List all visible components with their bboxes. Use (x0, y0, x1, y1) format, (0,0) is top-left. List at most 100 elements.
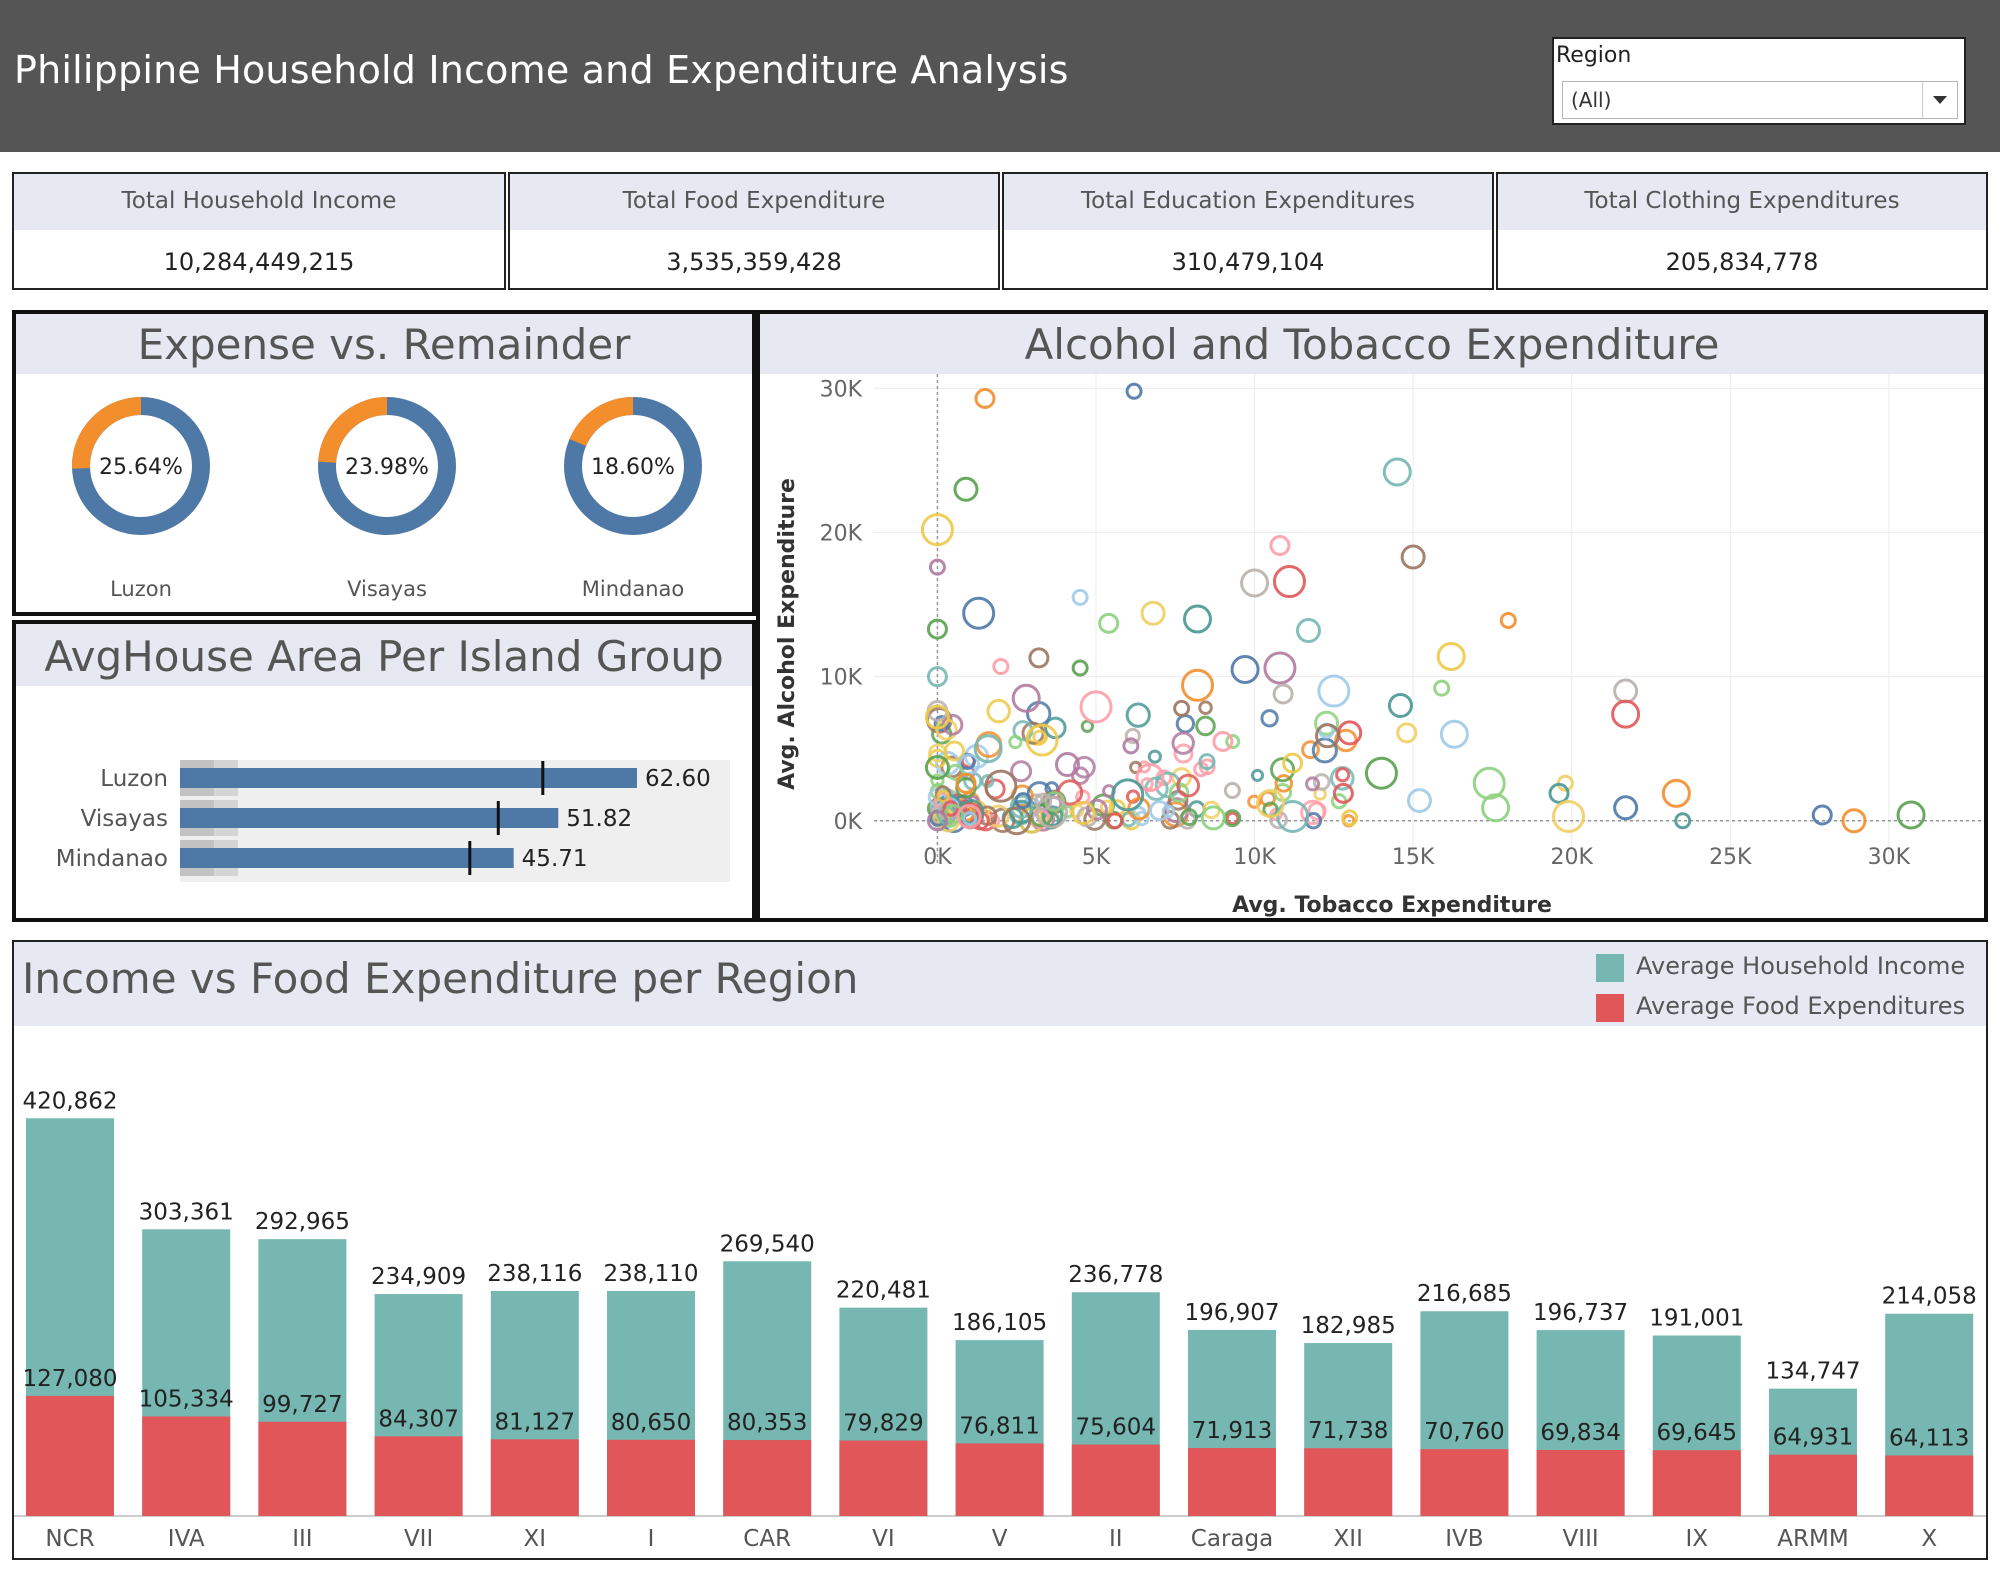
food-value-label: 71,913 (1192, 1418, 1272, 1444)
scatter-point (1364, 756, 1398, 790)
scatter-cluster-mark (962, 810, 978, 827)
scatter-cluster-mark (1225, 811, 1240, 826)
bar-mindanao (180, 848, 514, 868)
chevron-down-icon[interactable] (1922, 82, 1957, 118)
panel-title: Income vs Food Expenditure per Region (22, 954, 859, 1003)
region-filter-label: Region (1556, 43, 1632, 68)
scatter-point (1111, 778, 1145, 812)
scatter-point (1140, 600, 1166, 626)
scatter-cluster-mark (1311, 737, 1338, 764)
scatter-cluster-mark (1312, 773, 1331, 791)
scatter-cluster-mark (933, 715, 950, 732)
kpi-total-clothing-expenditures: Total Clothing Expenditures 205,834,778 (1496, 172, 1988, 290)
income-value-label: 238,116 (487, 1261, 582, 1287)
kpi-total-education-expenditures: Total Education Expenditures 310,479,104 (1002, 172, 1494, 290)
region-label: IVB (1445, 1526, 1483, 1552)
scatter-point (1122, 737, 1140, 755)
scatter-point (1079, 690, 1113, 724)
donut-mindanao: 18.60% Mindanao (564, 397, 702, 601)
scatter-point (974, 388, 996, 409)
scatter-point (1387, 692, 1413, 718)
scatter-cluster-mark (1173, 743, 1194, 764)
donut-center-label: 25.64% (99, 455, 183, 480)
region-label: VII (404, 1526, 433, 1552)
scatter-point (920, 513, 954, 547)
donut-group-label: Mindanao (582, 577, 685, 601)
scatter-point (1674, 812, 1692, 830)
region-filter: Region (All) (1552, 37, 1966, 125)
x-tick-label: 20K (1551, 845, 1594, 870)
scatter-point (1272, 683, 1294, 705)
kpi-label: Total Education Expenditures (1081, 188, 1415, 214)
scatter-cluster-mark (1250, 768, 1265, 782)
bar-visayas (180, 808, 559, 828)
panel-title: Expense vs. Remainder (137, 320, 631, 369)
scatter-cluster-mark (1300, 799, 1326, 826)
scatter-point (1198, 753, 1216, 771)
donut-visayas: 23.98% Visayas (318, 397, 456, 601)
donut-group-label: Visayas (347, 577, 427, 601)
scatter-cluster-mark (1033, 792, 1053, 811)
food-value-label: 75,604 (1076, 1415, 1156, 1441)
region-label: X (1921, 1526, 1937, 1552)
region-label: V (992, 1526, 1008, 1552)
food-bar (1652, 1450, 1741, 1516)
region-select[interactable]: (All) (1562, 81, 1958, 119)
food-value-label: 84,307 (378, 1406, 458, 1432)
scatter-cluster-mark (1086, 798, 1108, 821)
scatter-point (1212, 731, 1234, 752)
region-label: XII (1334, 1526, 1363, 1552)
category-label: Mindanao (56, 846, 168, 872)
income-value-label: 182,985 (1301, 1313, 1396, 1339)
region-label: VI (872, 1526, 895, 1552)
scatter-point (924, 704, 950, 730)
income-value-label: 269,540 (720, 1231, 815, 1257)
scatter-cluster-mark (936, 789, 950, 803)
scatter-point (1071, 659, 1089, 677)
income-vs-food-panel: Income vs Food Expenditure per Region Av… (12, 940, 1988, 1560)
food-value-label: 99,727 (262, 1392, 342, 1418)
income-food-bar-chart: 420,862 127,080 NCR 303,361 105,334 IVA 292,96… (14, 1088, 1986, 1552)
x-tick-label: 15K (1392, 845, 1435, 870)
kpi-value: 205,834,778 (1665, 248, 1819, 276)
food-bar (1420, 1449, 1509, 1516)
food-bar (1071, 1444, 1160, 1516)
donut-luzon: 25.64% Luzon (72, 397, 210, 601)
food-value-label: 69,834 (1540, 1420, 1620, 1446)
income-value-label: 196,737 (1533, 1300, 1628, 1326)
food-value-label: 105,334 (139, 1386, 234, 1412)
scatter-point (962, 596, 996, 630)
scatter-cluster-mark (930, 773, 945, 788)
scatter-point (1255, 788, 1285, 818)
donut-center-label: 23.98% (345, 455, 429, 480)
income-value-label: 134,747 (1765, 1359, 1860, 1385)
kpi-value: 10,284,449,215 (163, 248, 355, 276)
scatter-point (1148, 800, 1170, 822)
food-value-label: 79,829 (843, 1411, 923, 1437)
scatter-cluster-mark (1008, 734, 1023, 750)
panel-title: Alcohol and Tobacco Expenditure (1024, 320, 1720, 369)
scatter-point (1295, 618, 1321, 644)
scatter-point (1240, 568, 1270, 598)
scatter-point (1315, 723, 1341, 749)
donut-expense-slice (318, 397, 456, 535)
expense-vs-remainder-panel: Expense vs. Remainder 25.64% Luzon 23.98% V… (12, 310, 756, 616)
scatter-cluster-mark (943, 740, 965, 762)
scatter-point (1025, 723, 1059, 757)
scatter-point (1276, 799, 1310, 833)
scatter-point (1028, 647, 1050, 669)
food-value-label: 64,113 (1889, 1425, 1969, 1451)
y-tick-label: 20K (820, 522, 863, 547)
food-bar (490, 1439, 579, 1516)
food-bar (374, 1436, 463, 1516)
scatter-point (1661, 778, 1691, 808)
scatter-cluster-mark (1073, 755, 1096, 779)
scatter-point (1125, 382, 1143, 400)
scatter-point (1472, 766, 1506, 800)
food-bar (839, 1440, 928, 1516)
scatter-point (1035, 795, 1069, 829)
scatter-cluster-mark (1314, 710, 1340, 736)
food-bar (1885, 1455, 1974, 1516)
scatter-point (1180, 668, 1214, 702)
income-value-label: 236,778 (1068, 1262, 1163, 1288)
